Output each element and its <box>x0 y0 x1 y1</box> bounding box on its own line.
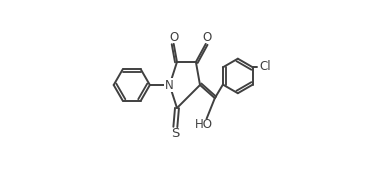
Text: O: O <box>169 31 178 44</box>
Text: N: N <box>165 79 174 91</box>
Text: S: S <box>171 127 179 140</box>
Text: O: O <box>203 31 212 44</box>
Text: HO: HO <box>195 118 213 131</box>
Text: Cl: Cl <box>259 60 271 73</box>
